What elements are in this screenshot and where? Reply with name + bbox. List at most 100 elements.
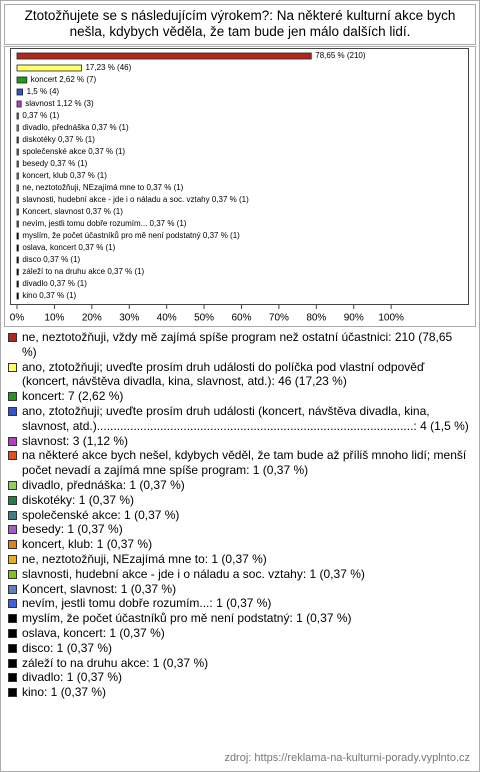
legend-item: disco: 1 (0,37 %)	[8, 641, 470, 656]
legend-item: ano, ztotožňuji; uveďte prosím druh udál…	[8, 404, 470, 434]
legend-label: záleží to na druhu akce: 1 (0,37 %)	[22, 655, 209, 670]
legend-swatch	[8, 628, 17, 638]
bar	[16, 88, 24, 96]
bar	[16, 124, 19, 132]
legend-item: Koncert, slavnost: 1 (0,37 %)	[8, 582, 470, 597]
x-tick-label: 30%	[119, 313, 139, 324]
bar	[16, 184, 19, 192]
bar	[16, 244, 19, 252]
bar-label: diskotéky 0,37 % (1)	[22, 135, 95, 144]
legend-label: ne, neztotožňuji, vždy mě zajímá spíše p…	[22, 330, 453, 359]
bar	[16, 160, 19, 168]
legend-swatch	[8, 406, 17, 416]
source: zdroj: https://reklama-na-kulturni-porad…	[224, 752, 470, 764]
bar	[16, 232, 19, 240]
bar	[16, 64, 82, 72]
legend-swatch	[8, 584, 17, 594]
legend-swatch	[8, 436, 17, 446]
legend-label: ne, neztotožňuji, NEzajímá mne to: 1 (0,…	[22, 551, 267, 566]
legend-item: divadlo: 1 (0,37 %)	[8, 670, 470, 685]
legend-swatch	[8, 362, 17, 372]
bar	[16, 208, 19, 216]
bar	[16, 136, 19, 144]
bar-label: oslava, koncert 0,37 % (1)	[22, 243, 115, 252]
x-tick-label: 50%	[194, 313, 214, 324]
legend-item: oslava, koncert: 1 (0,37 %)	[8, 626, 470, 641]
bar-label: besedy 0,37 % (1)	[22, 159, 87, 168]
legend-item: koncert: 7 (2,62 %)	[8, 389, 470, 404]
x-tick-label: 80%	[306, 313, 326, 324]
legend-label: ano, ztotožňuji; uveďte prosím druh udál…	[22, 403, 469, 433]
title-box	[4, 4, 476, 45]
legend-label: nevím, jestli tomu dobře rozumím...: 1 (…	[22, 596, 272, 611]
legend-label: divadlo, přednáška: 1 (0,37 %)	[22, 477, 185, 492]
bar	[16, 100, 22, 108]
bar-label: ne, neztotožňuji, NEzajímá mne to 0,37 %…	[22, 183, 183, 192]
bar	[16, 280, 19, 288]
legend-label: Koncert, slavnost: 1 (0,37 %)	[22, 581, 177, 596]
x-tick-label: 10%	[44, 313, 64, 324]
legend-label: slavnost: 3 (1,12 %)	[22, 433, 129, 448]
x-tick-label: 20%	[82, 313, 102, 324]
x-tick-label: 0%	[10, 313, 25, 324]
legend-label: besedy: 1 (0,37 %)	[22, 522, 123, 537]
bar	[16, 76, 28, 84]
legend-label: disco: 1 (0,37 %)	[22, 640, 113, 655]
bar	[16, 268, 19, 276]
legend-item: myslím, že počet účastníků pro mě není p…	[8, 611, 470, 626]
x-tick-label: 100%	[378, 313, 404, 324]
legend-swatch	[8, 333, 17, 342]
legend-swatch	[8, 392, 17, 402]
bar-label: kino 0,37 % (1)	[22, 291, 76, 300]
bar	[16, 220, 19, 228]
legend-item: záleží to na druhu akce: 1 (0,37 %)	[8, 656, 470, 671]
legend-item: besedy: 1 (0,37 %)	[8, 522, 470, 537]
bar-label: slavnosti, hudební akce - jde i o náladu…	[22, 195, 249, 204]
legend-swatch	[8, 540, 17, 550]
x-tick-label: 40%	[157, 313, 177, 324]
x-tick-label: 60%	[231, 313, 251, 324]
legend-label: koncert, klub: 1 (0,37 %)	[22, 537, 153, 552]
bar-label: divadlo, přednáška 0,37 % (1)	[22, 123, 129, 132]
legend-swatch	[8, 569, 17, 579]
bar-label: disco 0,37 % (1)	[22, 255, 80, 264]
bar-label: koncert 2,62 % (7)	[31, 75, 97, 84]
legend-item: kino: 1 (0,37 %)	[8, 685, 470, 700]
legend-label: diskotéky: 1 (0,37 %)	[22, 492, 135, 507]
legend-item: divadlo, přednáška: 1 (0,37 %)	[8, 478, 470, 493]
legend-swatch	[8, 643, 17, 653]
legend-swatch	[8, 688, 17, 698]
bar-label: slavnost 1,12 % (3)	[25, 99, 94, 108]
legend: ne, neztotožňuji, vždy mě zajímá spíše p…	[8, 330, 470, 700]
bar	[16, 52, 312, 60]
legend-swatch	[8, 495, 17, 505]
legend-item: slavnosti, hudební akce - jde i o náladu…	[8, 567, 470, 582]
bar-label: myslím, že počet účastníků pro mě není p…	[22, 231, 240, 240]
legend-item: ne, neztotožňuji, NEzajímá mne to: 1 (0,…	[8, 552, 470, 567]
legend-swatch	[8, 451, 17, 461]
x-tick-label: 90%	[344, 313, 364, 324]
legend-item: na některé akce bych nešel, kdybych vědě…	[8, 448, 470, 478]
legend-label: na některé akce bych nešel, kdybych vědě…	[22, 448, 467, 478]
bar-label: nevím, jestli tomu dobře rozumím... 0,37…	[22, 219, 186, 228]
legend-item: ano, ztotožňuji; uveďte prosím druh udál…	[8, 360, 470, 390]
bar-label: 1,5 % (4)	[27, 87, 60, 96]
legend-item: diskotéky: 1 (0,37 %)	[8, 493, 470, 508]
legend-item: slavnost: 3 (1,12 %)	[8, 434, 470, 449]
legend-swatch	[8, 510, 17, 520]
bar-label: 17,23 % (46)	[85, 63, 131, 72]
legend-swatch	[8, 673, 17, 683]
x-tick-label: 70%	[269, 313, 289, 324]
legend-swatch	[8, 599, 17, 609]
legend-swatch	[8, 480, 17, 490]
legend-item: společenské akce: 1 (0,37 %)	[8, 508, 470, 523]
legend-label: kino: 1 (0,37 %)	[22, 685, 107, 700]
bar	[16, 292, 19, 300]
legend-label: divadlo: 1 (0,37 %)	[22, 670, 123, 685]
bar-label: 78,65 % (210)	[315, 51, 366, 60]
legend-item: koncert, klub: 1 (0,37 %)	[8, 537, 470, 552]
legend-swatch	[8, 525, 17, 535]
legend-swatch	[8, 614, 17, 624]
